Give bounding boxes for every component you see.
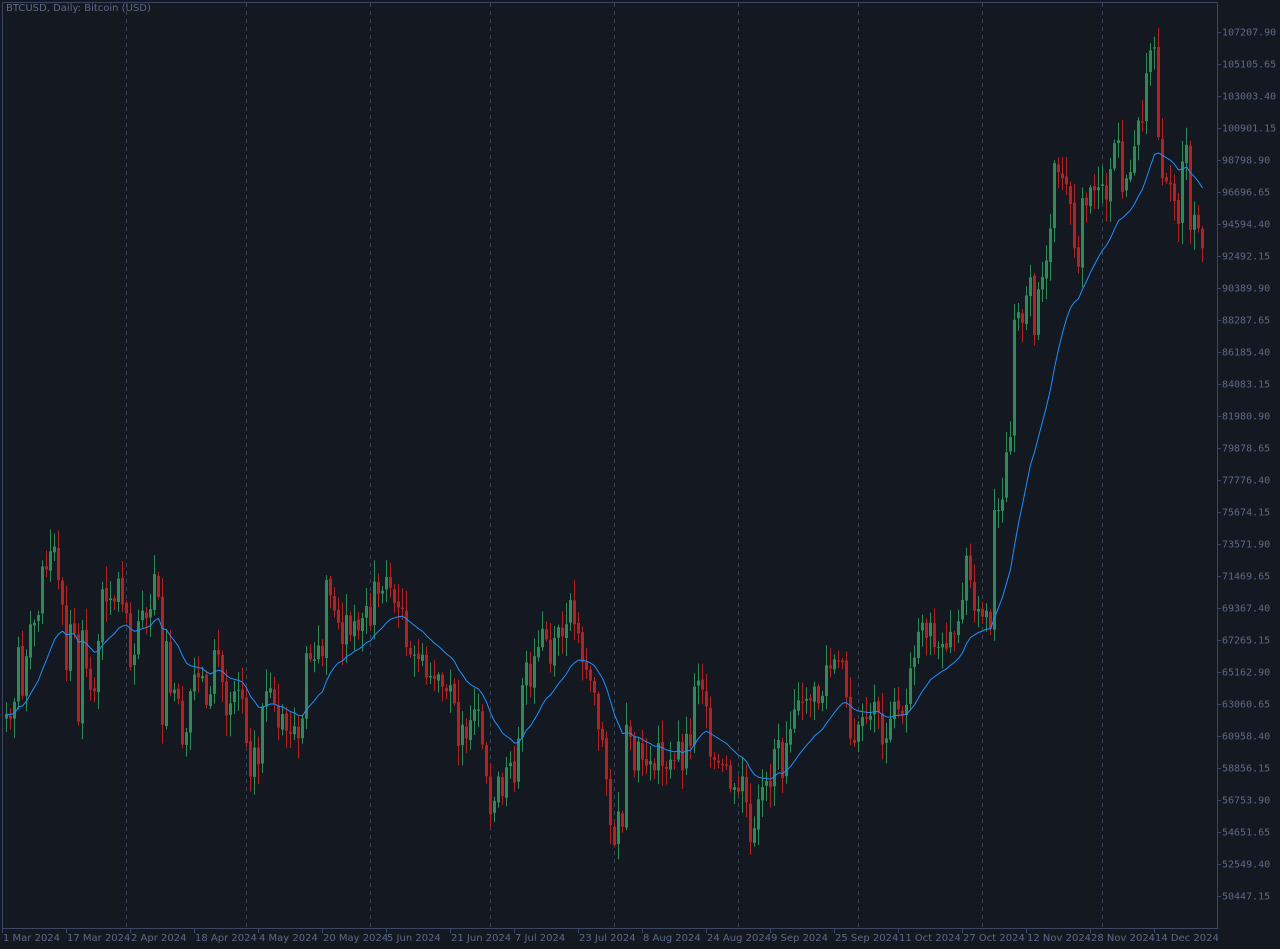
y-tick-label: 75674.15 bbox=[1222, 508, 1270, 519]
chart-title: BTCUSD, Daily: Bitcoin (USD) bbox=[6, 3, 151, 14]
time-axis[interactable]: 1 Mar 2024 17 Mar 2024 2 Apr 2024 18 Apr 20… bbox=[2, 928, 1219, 944]
y-tick-label: 65162.90 bbox=[1222, 668, 1270, 679]
y-tick-label: 94594.40 bbox=[1222, 220, 1270, 231]
x-tick-label: 2 Apr 2024 bbox=[131, 933, 186, 944]
y-tick-label: 58856.15 bbox=[1222, 764, 1270, 775]
moving-average-line bbox=[6, 152, 1203, 780]
y-tick-label: 100901.15 bbox=[1222, 124, 1276, 135]
plot-frame bbox=[2, 2, 1218, 929]
y-tick-label: 90389.90 bbox=[1222, 284, 1270, 295]
x-tick-label: 4 May 2024 bbox=[259, 933, 318, 944]
x-tick-label: 25 Sep 2024 bbox=[835, 933, 898, 944]
x-tick-label: 27 Oct 2024 bbox=[963, 933, 1025, 944]
x-tick-label: 1 Mar 2024 bbox=[3, 933, 60, 944]
y-tick-label: 73571.90 bbox=[1222, 540, 1270, 551]
y-tick-label: 105105.65 bbox=[1222, 60, 1276, 71]
y-tick-label: 86185.40 bbox=[1222, 348, 1270, 359]
x-tick-label: 20 May 2024 bbox=[323, 933, 388, 944]
y-tick-label: 67265.15 bbox=[1222, 636, 1270, 647]
candles bbox=[5, 27, 1204, 860]
y-tick-label: 56753.90 bbox=[1222, 796, 1270, 807]
y-tick-label: 84083.15 bbox=[1222, 380, 1270, 391]
y-tick-label: 50447.15 bbox=[1222, 892, 1270, 903]
x-tick-label: 17 Mar 2024 bbox=[67, 933, 130, 944]
price-axis[interactable]: 107207.90 105105.65 103003.40 100901.15 9879… bbox=[1217, 28, 1276, 903]
y-tick-label: 107207.90 bbox=[1222, 28, 1276, 39]
y-tick-label: 69367.40 bbox=[1222, 604, 1270, 615]
y-tick-label: 60958.40 bbox=[1222, 732, 1270, 743]
x-tick-label: 7 Jul 2024 bbox=[515, 933, 565, 944]
y-tick-label: 98798.90 bbox=[1222, 156, 1270, 167]
x-tick-label: 28 Nov 2024 bbox=[1091, 933, 1155, 944]
x-tick-label: 24 Aug 2024 bbox=[707, 933, 771, 944]
x-tick-label: 18 Apr 2024 bbox=[195, 933, 257, 944]
y-tick-label: 63060.65 bbox=[1222, 700, 1270, 711]
y-tick-label: 71469.65 bbox=[1222, 572, 1270, 583]
y-tick-label: 103003.40 bbox=[1222, 92, 1276, 103]
y-tick-label: 52549.40 bbox=[1222, 860, 1270, 871]
x-tick-label: 8 Aug 2024 bbox=[643, 933, 701, 944]
x-tick-label: 21 Jun 2024 bbox=[451, 933, 511, 944]
y-tick-label: 54651.65 bbox=[1222, 828, 1270, 839]
y-tick-label: 92492.15 bbox=[1222, 252, 1270, 263]
y-tick-label: 88287.65 bbox=[1222, 316, 1270, 327]
y-tick-label: 77776.40 bbox=[1222, 476, 1270, 487]
x-tick-label: 23 Jul 2024 bbox=[579, 933, 636, 944]
y-tick-label: 81980.90 bbox=[1222, 412, 1270, 423]
x-tick-label: 14 Dec 2024 bbox=[1155, 933, 1219, 944]
y-tick-label: 79878.65 bbox=[1222, 444, 1270, 455]
x-tick-label: 11 Oct 2024 bbox=[899, 933, 961, 944]
vertical-grid-lines bbox=[126, 3, 1103, 928]
x-tick-label: 5 Jun 2024 bbox=[387, 933, 441, 944]
x-tick-label: 9 Sep 2024 bbox=[771, 933, 828, 944]
x-tick-label: 12 Nov 2024 bbox=[1027, 933, 1091, 944]
y-tick-label: 96696.65 bbox=[1222, 188, 1270, 199]
